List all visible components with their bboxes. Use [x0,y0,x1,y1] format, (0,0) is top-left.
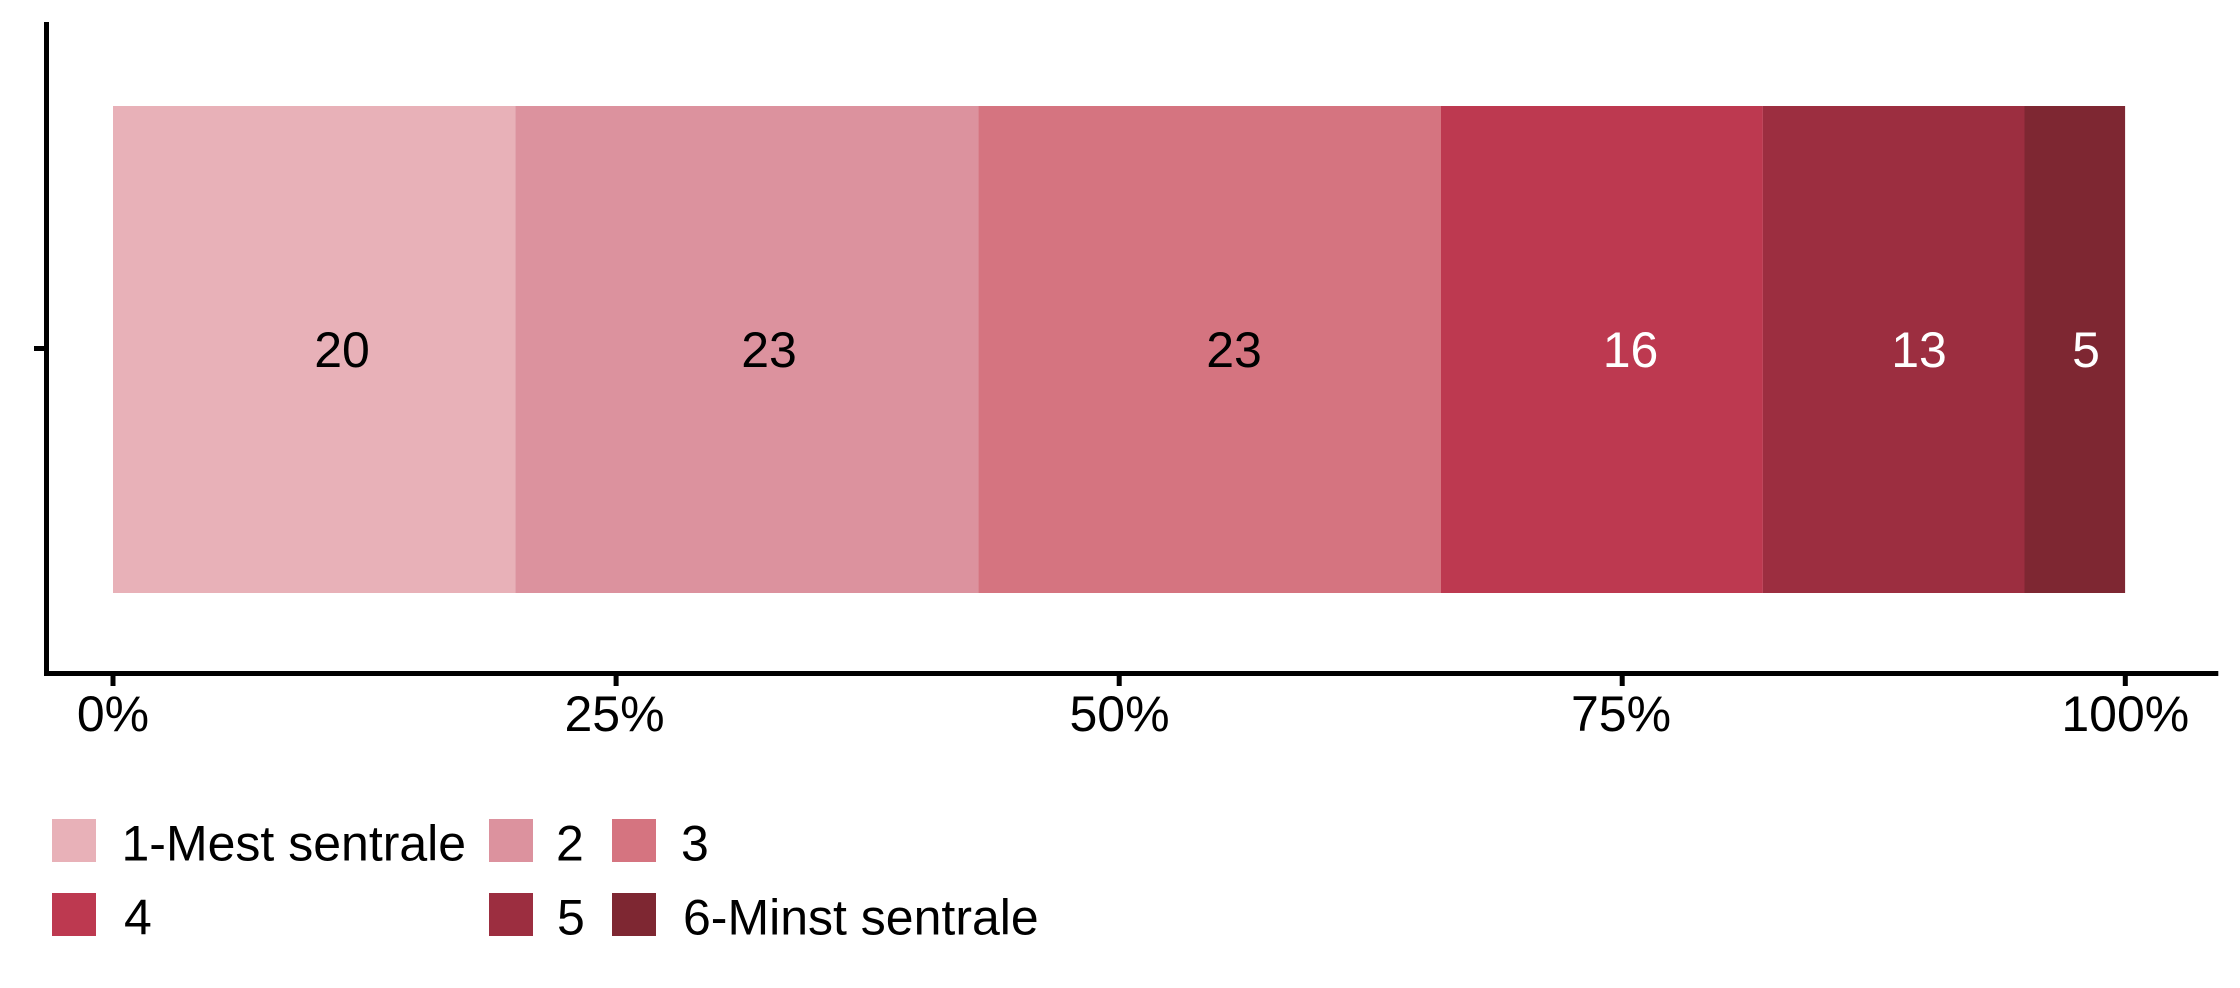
svg-text:75%: 75% [1571,686,1671,742]
svg-text:0%: 0% [77,686,149,742]
svg-text:16: 16 [1603,322,1659,378]
svg-text:100%: 100% [2061,686,2189,742]
svg-text:5: 5 [557,890,585,946]
svg-text:3: 3 [681,816,709,872]
svg-text:25%: 25% [564,686,664,742]
svg-text:23: 23 [741,322,797,378]
svg-text:6-Minst sentrale: 6-Minst sentrale [683,890,1039,946]
svg-text:13: 13 [1891,322,1947,378]
svg-text:1-Mest sentrale: 1-Mest sentrale [122,816,467,872]
svg-text:5: 5 [2072,322,2100,378]
svg-text:20: 20 [314,322,370,378]
svg-text:23: 23 [1206,322,1262,378]
svg-text:50%: 50% [1069,686,1169,742]
svg-text:2: 2 [556,816,584,872]
svg-text:4: 4 [124,890,152,946]
